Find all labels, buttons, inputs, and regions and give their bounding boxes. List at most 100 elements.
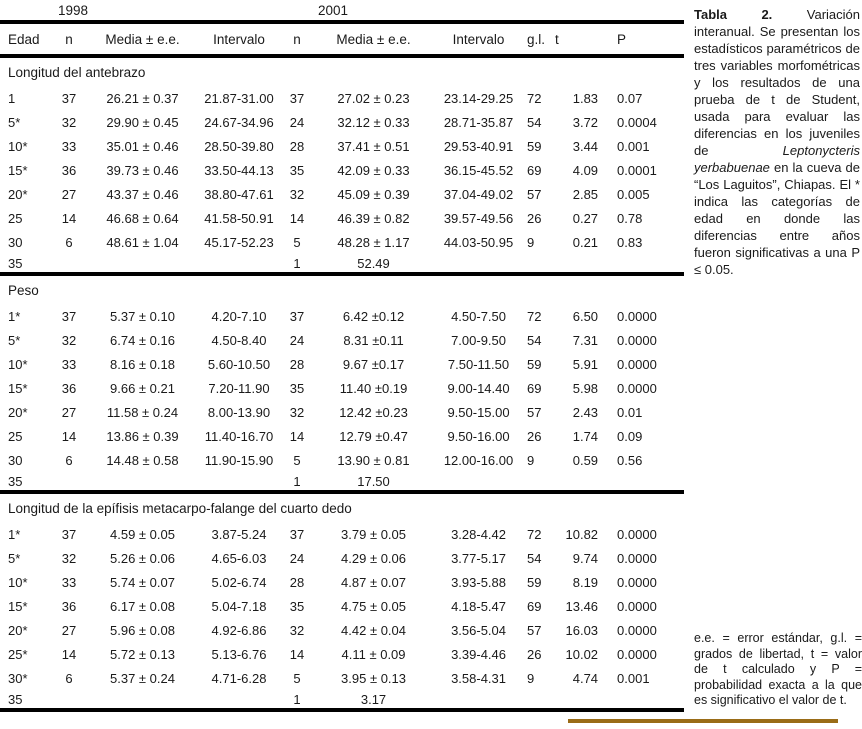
table-cell: 69 [527,380,542,396]
table-cell: 10* [8,574,28,590]
table-row: 10* 33 5.74 ± 0.07 5.02-6.74 28 4.87 ± 0.07 3.… [0,570,684,594]
table-cell: 21.87-31.00 [204,90,274,106]
table-cell: 32 [289,404,305,420]
table-cell: 7.20-11.90 [208,380,270,396]
table-cell: 6.17 ± 0.08 [110,598,175,614]
table-cell: 7.00-9.50 [451,332,506,348]
table-cell: 1* [8,526,21,542]
table-cell: 5.26 ± 0.06 [110,550,175,566]
table-row: 35 1 17.50 [0,472,685,492]
table-cell: 54 [527,114,542,130]
table-cell: 26 [527,428,542,444]
table-cell: 14.48 ± 0.58 [106,452,179,468]
section-title: Longitud del antebrazo [8,64,146,80]
table-cell: 30 [8,452,23,468]
section-title: Longitud de la epífisis metacarpo-falang… [8,500,352,516]
column-header-edad: Edad [8,31,40,47]
table-cell: 59 [527,138,542,154]
table-cell: 0.005 [617,186,650,202]
table-cell: 7.50-11.50 [447,356,510,372]
table-cell: 5.37 ± 0.24 [110,670,175,686]
table-cell: 0.56 [617,452,643,468]
table-row: 15* 36 39.73 ± 0.46 33.50-44.13 35 42.09 ± 0.… [0,158,684,182]
table-cell: 4.87 ± 0.07 [341,574,406,590]
table-cell: 30 [8,234,23,250]
table-cell: 24.67-34.96 [204,114,274,130]
table-cell: 5* [8,550,21,566]
table-cell: 24 [289,114,305,130]
year-1998-label: 1998 [58,2,89,18]
table-cell: 9 [527,234,535,250]
table-row: 25 14 46.68 ± 0.64 41.58-50.91 14 46.39 ± 0.8… [0,206,684,230]
table-cell: 3.44 [572,138,599,154]
table-cell: 37.41 ± 0.51 [337,138,410,154]
table-cell: 9.74 [572,550,599,566]
table-cell: 14 [289,646,305,662]
table-cell: 5 [293,452,301,468]
table-cell: 37 [61,308,77,324]
table-cell: 46.68 ± 0.64 [106,210,179,226]
table-cell: 4.09 [572,162,599,178]
table-cell: 1.83 [572,90,599,106]
table-cell: 3.93-5.88 [451,574,506,590]
table-cell: 35 [8,255,23,271]
abbreviations-footnote: e.e. = error estándar, g.l. = grados de … [694,631,862,707]
table-cell: 5.60-10.50 [207,356,271,372]
table-cell: 36.15-45.52 [443,162,514,178]
table-cell: 33 [61,356,77,372]
column-header-n-2001: n [293,31,301,47]
table-caption: Tabla 2. Variación interanual. Se presen… [694,6,860,278]
table-cell: 33 [61,574,77,590]
table-cell: 0.0000 [617,308,657,324]
table-cell: 14 [61,428,77,444]
table-cell: 12.42 ±0.23 [339,404,408,420]
table-cell: 3.39-4.46 [451,646,506,662]
table-row: 10* 33 8.16 ± 0.18 5.60-10.50 28 9.67 ±0.17 7.… [0,352,684,376]
table-cell: 72 [527,526,542,542]
table-cell: 0.83 [617,234,643,250]
table-cell [48,472,90,492]
table-cell: 14 [289,428,305,444]
section-title-row: Longitud del antebrazo [0,56,684,86]
table-cell: 3.28-4.42 [451,526,506,542]
table-cell: 20* [8,622,28,638]
table-cell: 9.66 ± 0.21 [110,380,175,396]
table-cell: 4.18-5.47 [451,598,506,614]
table-cell: 7.31 [572,332,599,348]
table-cell: 48.61 ± 1.04 [106,234,179,250]
morphometrics-table: 1998 2001 Edad n Media ± e.e. Intervalo … [0,2,685,710]
table-cell: 42.09 ± 0.33 [337,162,410,178]
table-cell: 27 [61,622,77,638]
table-cell: 3.17 [360,691,387,707]
table-row: 20* 27 5.96 ± 0.08 4.92-6.86 32 4.42 ± 0.04 3.… [0,618,684,642]
table-cell: 32 [61,114,77,130]
table-cell: 28.50-39.80 [204,138,274,154]
table-cell: 0.21 [572,234,599,250]
table-cell: 11.40 ±0.19 [339,380,408,396]
table-cell [436,472,521,492]
table-cell [611,690,684,710]
table-cell: 1 [8,90,16,106]
table-cell [195,690,283,710]
table-cell: 5.74 ± 0.07 [110,574,175,590]
table-cell: 11.40-16.70 [204,428,274,444]
table-cell: 20* [8,404,28,420]
table-cell: 5.37 ± 0.10 [110,308,175,324]
table-cell: 28 [289,356,305,372]
table-cell: 25 [8,210,23,226]
table-cell: 0.0000 [617,598,657,614]
table-cell: 0.0000 [617,526,657,542]
table-cell: 17.50 [357,473,390,489]
table-cell [521,472,551,492]
table-cell: 52.49 [357,255,390,271]
table-cell: 54 [527,332,542,348]
table-cell: 5.02-6.74 [211,574,267,590]
table-cell: 1.74 [572,428,599,444]
table-cell: 1 [293,255,301,271]
table-cell: 23.14-29.25 [443,90,514,106]
table-row: 30* 6 5.37 ± 0.24 4.71-6.28 5 3.95 ± 0.13 3.58… [0,666,684,690]
table-cell: 5.91 [572,356,599,372]
table-cell: 14 [61,646,77,662]
table-cell: 59 [527,574,542,590]
table-cell: 10.02 [565,646,599,662]
